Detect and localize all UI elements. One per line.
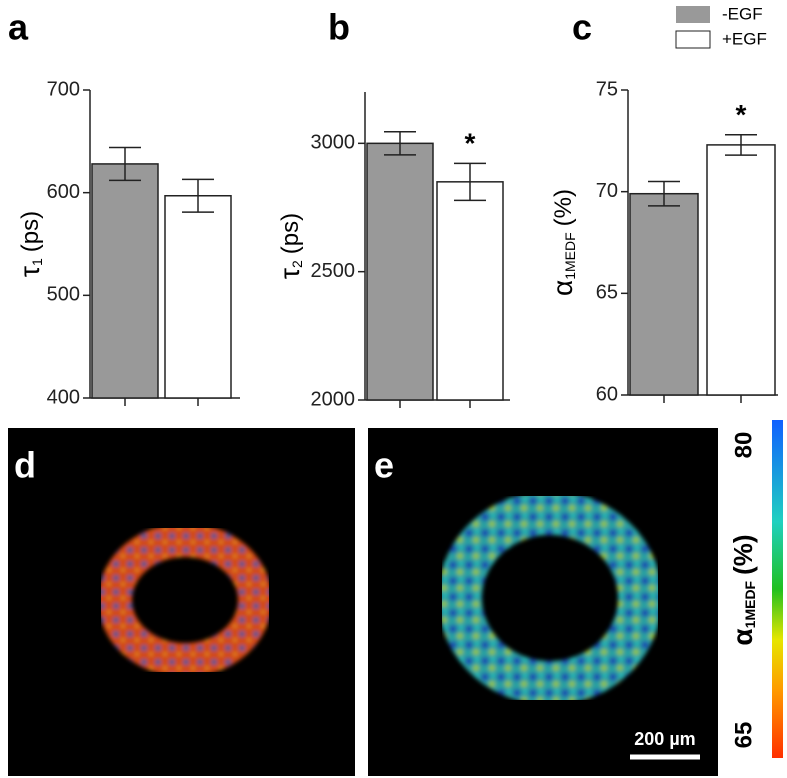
label-symbol: α: [727, 628, 758, 645]
label-sub: 1: [29, 258, 45, 266]
label-symbol: τ: [14, 266, 45, 277]
label-sub: 1MEDF: [562, 232, 578, 279]
y-tick-label: 600: [47, 181, 80, 203]
panel-label: b: [328, 7, 350, 48]
label-sub: 1MEDF: [742, 580, 758, 628]
significance-mark: *: [736, 99, 747, 130]
label-unit: (ps): [17, 211, 44, 252]
y-tick-label: 3000: [311, 132, 356, 154]
axis-label: τ2 (ps): [274, 213, 305, 279]
axis-label: α1MEDF (%): [727, 534, 758, 645]
label-symbol: α: [547, 280, 578, 296]
panel-label: c: [572, 7, 592, 48]
colorbar: [772, 420, 783, 758]
axis-label: τ1 (ps): [14, 211, 45, 277]
panel-label: a: [8, 7, 29, 48]
y-tick-label: 500: [47, 284, 80, 306]
image-d: [8, 428, 355, 776]
legend-swatch: [676, 6, 710, 23]
y-tick-label: 2000: [311, 388, 356, 410]
y-tick-label: 400: [47, 386, 80, 408]
y-tick-label: 700: [47, 78, 80, 100]
y-tick-label: 65: [596, 282, 618, 304]
label-sub: 2: [289, 260, 305, 268]
bar: [164, 194, 232, 399]
panel-label: e: [374, 445, 394, 486]
bar: [706, 144, 776, 396]
scale-bar-label: 200 µm: [634, 729, 695, 749]
y-tick-label: 70: [596, 180, 618, 202]
bar: [91, 163, 159, 399]
significance-mark: *: [465, 128, 476, 159]
legend-label: -EGF: [722, 4, 763, 23]
colorbar-tick-label: 65: [730, 722, 757, 749]
y-tick-label: 60: [596, 383, 618, 405]
y-tick-label: 75: [596, 78, 618, 100]
legend-swatch: [675, 30, 711, 49]
label-unit: (%): [728, 534, 758, 574]
axis-label: α1MEDF (%): [547, 189, 578, 296]
bar: [629, 192, 699, 396]
ring-d: [98, 523, 272, 677]
label-symbol: τ: [274, 268, 305, 279]
image-e: [368, 428, 718, 776]
colorbar-tick-label: 80: [730, 432, 757, 459]
bar: [436, 181, 504, 401]
panel-label: d: [14, 445, 36, 486]
bar: [366, 142, 434, 401]
label-unit: (%): [550, 189, 577, 226]
ring-e: [438, 491, 662, 705]
label-unit: (ps): [277, 213, 304, 254]
y-tick-label: 2500: [311, 260, 356, 282]
legend-label: +EGF: [722, 29, 767, 48]
